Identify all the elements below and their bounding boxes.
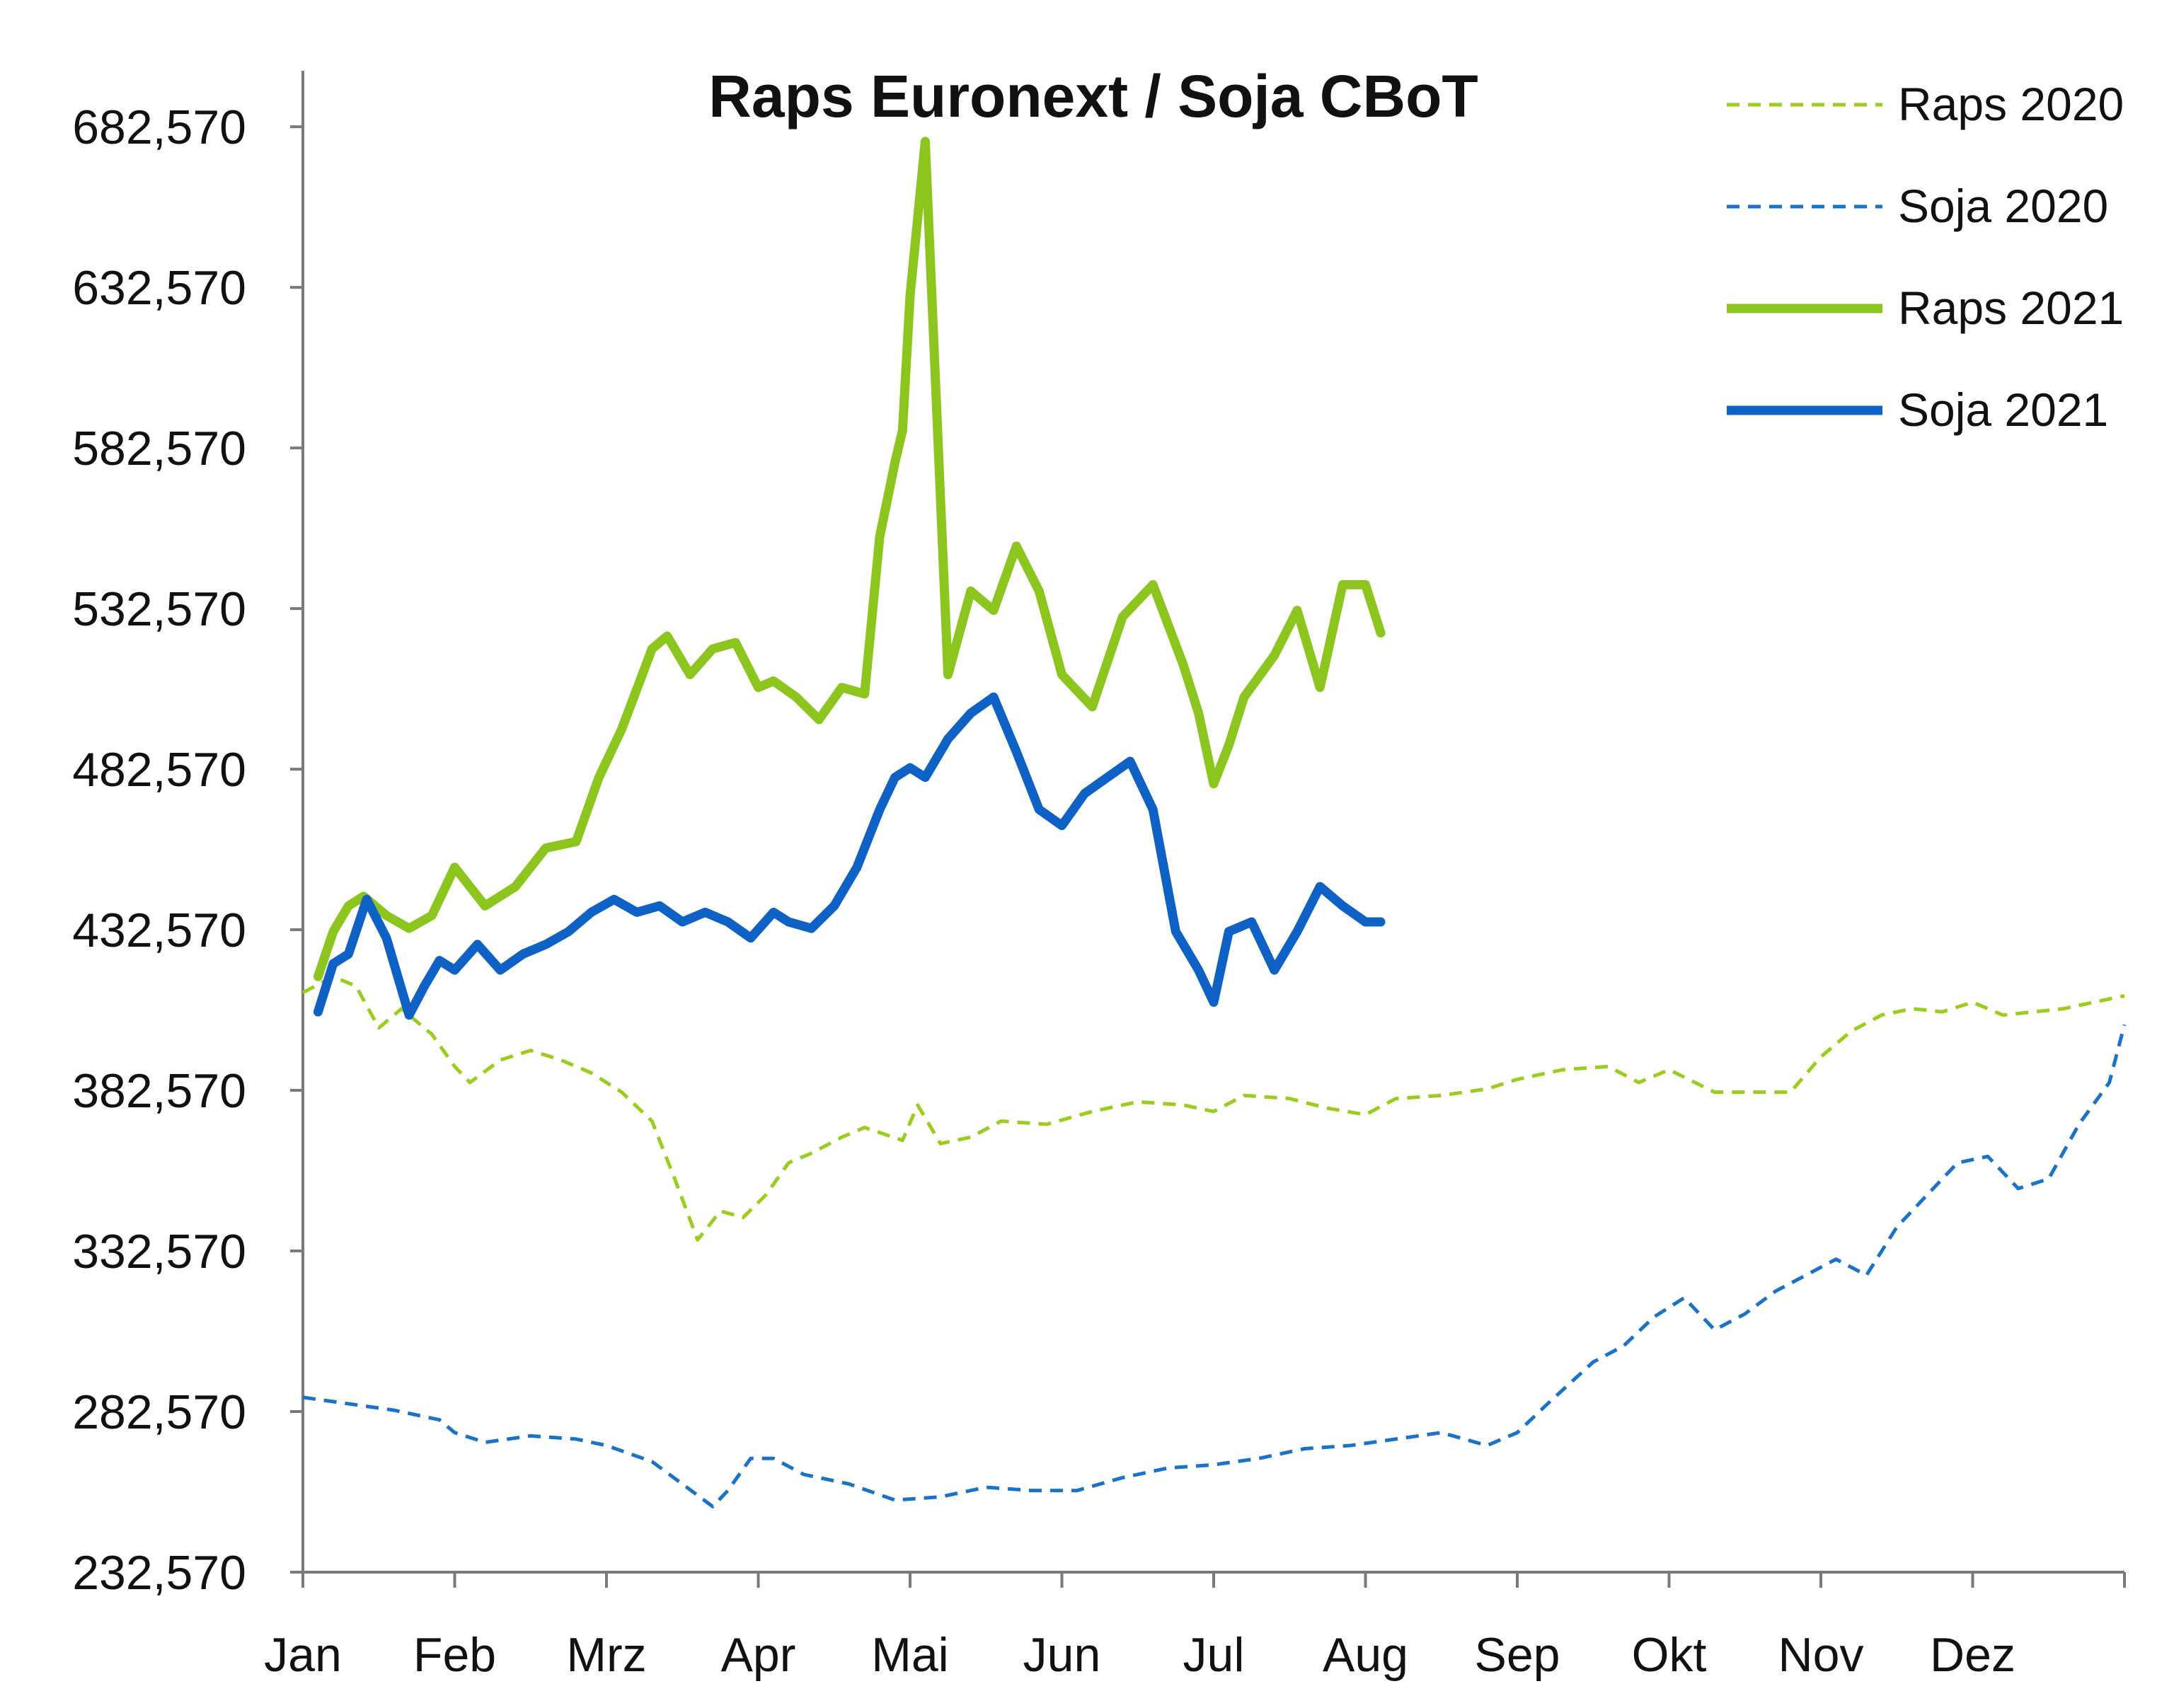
series-line-soja-2020 <box>302 1024 2127 1508</box>
y-tick-label: 282,570 <box>72 1385 246 1439</box>
y-tick-label: 632,570 <box>72 261 246 315</box>
legend: Raps 2020 Soja 2020 Raps 2021 Soja 2021 <box>1727 78 2124 436</box>
x-tick-label: Mrz <box>566 1628 646 1682</box>
x-tick-label: Sep <box>1475 1628 1560 1682</box>
x-tick-label: Jun <box>1023 1628 1101 1682</box>
legend-label: Soja 2021 <box>1898 383 2108 436</box>
x-tick-label: Okt <box>1632 1628 1707 1682</box>
y-tick-label: 682,570 <box>72 100 246 154</box>
series-line-soja-2021 <box>313 692 1386 1020</box>
x-tick-label: Dez <box>1930 1628 2015 1682</box>
x-tick-label: Aug <box>1323 1628 1408 1682</box>
x-tick-label: Jul <box>1183 1628 1245 1682</box>
x-tick-label: Mai <box>871 1628 949 1682</box>
legend-label: Raps 2020 <box>1898 78 2124 130</box>
plot-area <box>301 137 2127 1508</box>
y-tick-label: 232,570 <box>72 1546 246 1600</box>
y-tick-label: 332,570 <box>72 1225 246 1279</box>
legend-label: Raps 2021 <box>1898 282 2124 334</box>
y-tick-label: 482,570 <box>72 743 246 797</box>
y-axis: 232,570 282,570 332,570 382,570 432,570 482,5… <box>72 71 304 1600</box>
y-tick-label: 582,570 <box>72 422 246 475</box>
x-axis: Jan Feb Mrz Apr Mai Jun Jul Aug Sep Okt Nov Dez <box>264 1571 2126 1682</box>
y-tick-label: 532,570 <box>72 582 246 636</box>
x-tick-label: Nov <box>1778 1628 1864 1682</box>
y-tick-label: 432,570 <box>72 904 246 957</box>
series-line-raps-2020 <box>301 974 2125 1242</box>
series-line-raps-2021 <box>313 137 1386 981</box>
y-tick-label: 382,570 <box>72 1064 246 1118</box>
x-tick-label: Jan <box>264 1628 342 1682</box>
chart-title: Raps Euronext / Soja CBoT <box>708 63 1478 129</box>
x-tick-label: Feb <box>413 1628 496 1682</box>
legend-label: Soja 2020 <box>1898 180 2108 232</box>
x-tick-label: Apr <box>721 1628 796 1682</box>
